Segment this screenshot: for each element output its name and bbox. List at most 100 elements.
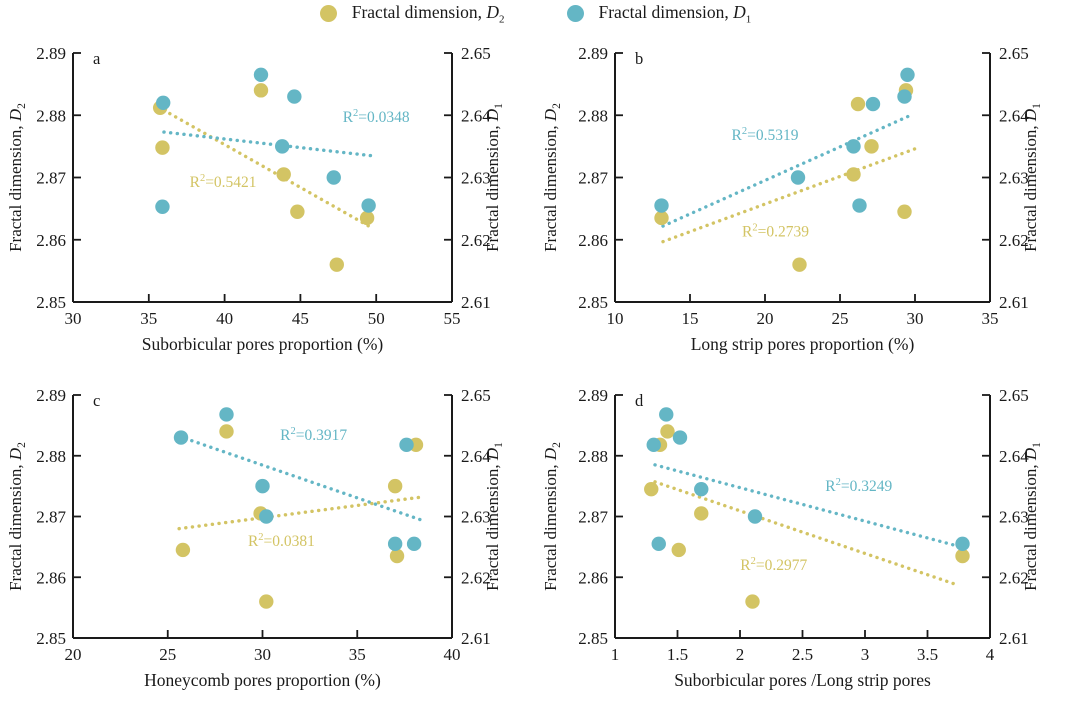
y-left-tick-label: 2.88 (578, 447, 608, 466)
data-point-d1 (173, 430, 189, 445)
legend-label-d1-text: Fractal dimension, (598, 2, 734, 22)
x-tick-label: 35 (140, 309, 157, 328)
trend-line-d1 (661, 112, 916, 228)
data-point-d1 (659, 407, 674, 422)
tick-labels: 20 25 30 35 40 2.85 2.86 2.87 2.88 2.89 2.61 2.62 2.… (36, 386, 491, 664)
x-tick-label: 55 (444, 309, 461, 328)
y-axis-right-label: Fractal dimension, D1 (483, 103, 505, 252)
data-point-d1 (155, 199, 170, 214)
y-left-tick-label: 2.85 (36, 293, 66, 312)
y-left-tick-label: 2.89 (578, 386, 608, 405)
data-point-d1 (253, 67, 269, 82)
legend-label-d1: Fractal dimension, D1 (599, 2, 752, 26)
x-tick-label: 1 (611, 645, 620, 664)
x-tick-label: 30 (65, 309, 82, 328)
legend-label-d1-sub: 1 (745, 13, 752, 26)
y-left-tick-label: 2.88 (36, 447, 66, 466)
r2-label-d2: R2=0.2977 (740, 556, 807, 574)
legend-label-d2: Fractal dimension, D2 (352, 2, 505, 26)
y-axis-left-label: Fractal dimension, D2 (541, 442, 563, 591)
data-point-d2 (850, 96, 866, 112)
scatter-points-d1 (173, 407, 422, 552)
x-tick-label: 25 (159, 645, 176, 664)
data-point-d1 (955, 536, 970, 552)
x-tick-label: 25 (832, 309, 849, 328)
data-point-d2 (955, 548, 970, 564)
data-point-d1 (646, 437, 661, 453)
y-right-tick-label: 2.64 (461, 106, 491, 125)
y-right-tick-label: 2.63 (999, 169, 1029, 188)
scatter-points-d1 (654, 67, 915, 213)
scatter-points-d2 (654, 83, 914, 272)
y-axis-right-label: Fractal dimension, D1 (483, 442, 505, 591)
x-axis-label: Suborbicular pores proportion (%) (142, 334, 384, 354)
y-left-tick-label: 2.87 (36, 508, 66, 527)
data-point-d2 (329, 257, 344, 272)
data-point-d2 (792, 257, 807, 272)
data-point-d1 (387, 536, 403, 552)
y-left-tick-label: 2.85 (578, 293, 608, 312)
tick-marks (72, 52, 453, 303)
x-axis-label: Long strip pores proportion (%) (691, 334, 915, 354)
y-axis-left-label: Fractal dimension, D2 (6, 442, 28, 591)
scatter-points-d2 (175, 424, 424, 609)
y-right-tick-label: 2.63 (461, 169, 491, 188)
panel-letter: a (93, 49, 101, 68)
y-right-tick-label: 2.65 (461, 44, 491, 63)
tick-marks (614, 52, 991, 303)
data-point-d1 (846, 139, 861, 154)
y-right-tick-label: 2.65 (999, 386, 1029, 405)
y-right-tick-label: 2.62 (999, 231, 1029, 250)
y-left-tick-label: 2.87 (578, 508, 608, 527)
tick-marks (72, 394, 453, 639)
x-tick-label: 2.5 (792, 645, 813, 664)
y-right-tick-label: 2.61 (461, 293, 491, 312)
y-right-tick-label: 2.65 (999, 44, 1029, 63)
data-point-d1 (651, 536, 666, 552)
y-right-tick-label: 2.62 (999, 568, 1029, 587)
y-axis-right-label: Fractal dimension, D1 (1021, 442, 1043, 591)
data-point-d1 (361, 198, 376, 213)
legend-marker-d2-icon (319, 5, 337, 23)
data-point-d1 (287, 89, 302, 104)
panel-letter: d (635, 391, 644, 410)
x-tick-label: 30 (254, 645, 271, 664)
data-point-d2 (897, 204, 912, 219)
y-left-tick-label: 2.86 (578, 231, 608, 250)
x-tick-label: 1.5 (667, 645, 688, 664)
y-left-tick-label: 2.88 (36, 106, 66, 125)
data-point-d1 (259, 509, 274, 524)
x-axis-label: Suborbicular pores /Long strip pores (674, 670, 931, 690)
y-axis-left-label: Fractal dimension, D2 (541, 103, 563, 252)
data-point-d1 (694, 481, 709, 497)
legend-label-d1-var: D (733, 2, 746, 22)
scatter-points-d2 (644, 424, 970, 609)
data-point-d1 (326, 170, 341, 185)
r2-label-d2: R2=0.2739 (742, 223, 809, 241)
y-left-tick-label: 2.89 (36, 386, 66, 405)
data-point-d1 (900, 67, 915, 82)
data-point-d1 (747, 509, 763, 524)
data-point-d1 (852, 198, 867, 213)
r2-label-d2: R2=0.0381 (248, 532, 315, 550)
y-left-tick-label: 2.86 (578, 568, 608, 587)
data-point-d2 (389, 548, 405, 564)
x-tick-label: 50 (368, 309, 385, 328)
data-point-d2 (387, 478, 403, 494)
y-left-tick-label: 2.87 (578, 169, 608, 188)
trend-line-d1 (162, 130, 374, 158)
y-left-tick-label: 2.85 (578, 629, 608, 648)
data-point-d2 (660, 424, 675, 439)
y-left-tick-label: 2.89 (578, 44, 608, 63)
data-point-d2 (155, 140, 170, 155)
x-tick-label: 40 (444, 645, 461, 664)
data-point-d2 (253, 83, 269, 98)
legend: Fractal dimension, D2 Fractal dimension,… (0, 2, 1071, 26)
trend-line-d2 (653, 480, 958, 587)
x-tick-label: 3 (861, 645, 870, 664)
data-point-d2 (276, 167, 291, 182)
r2-label-d1: R2=0.3249 (825, 477, 892, 495)
y-right-tick-label: 2.61 (461, 629, 491, 648)
data-point-d1 (219, 407, 234, 422)
